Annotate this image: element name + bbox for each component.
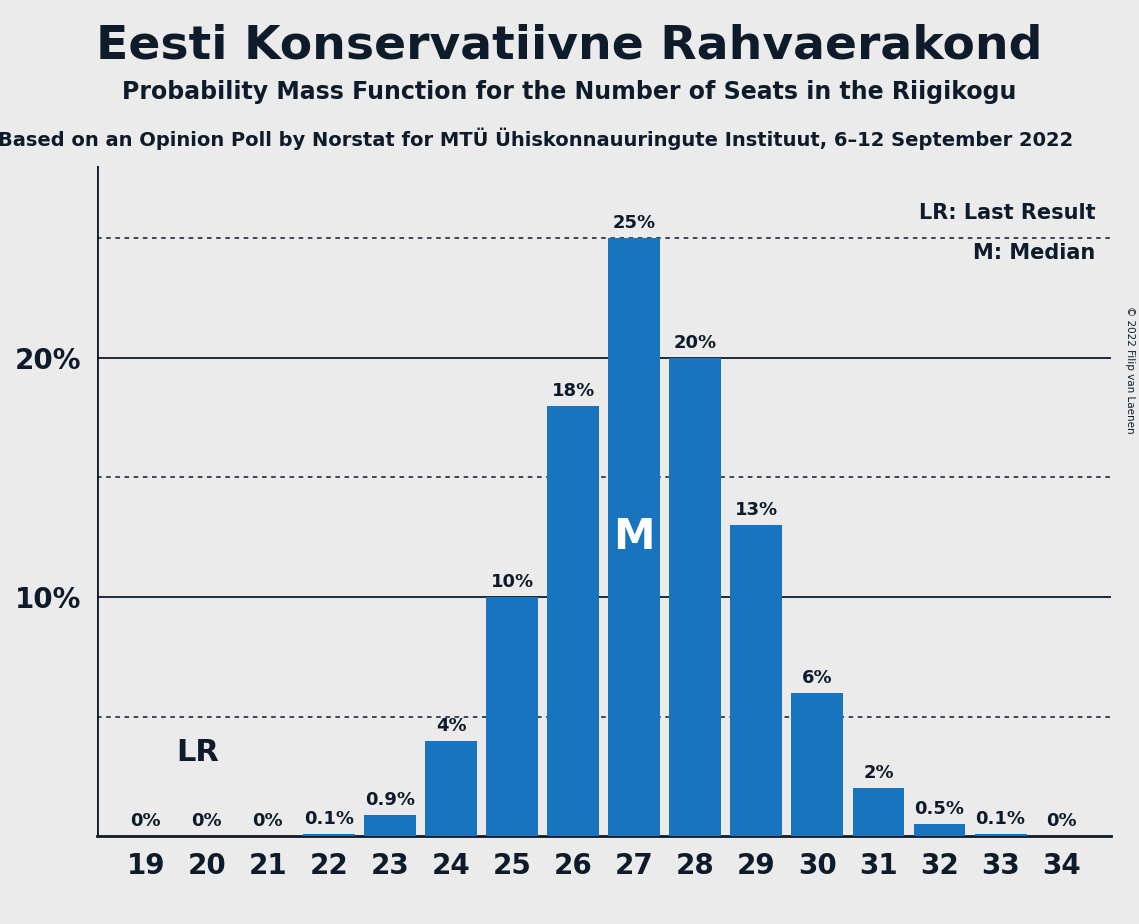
Text: 25%: 25% (613, 214, 656, 232)
Text: LR: Last Result: LR: Last Result (919, 203, 1096, 224)
Text: LR: LR (177, 738, 219, 767)
Bar (670, 358, 721, 836)
Bar (913, 824, 966, 836)
Text: 2%: 2% (863, 764, 894, 783)
Text: 10%: 10% (491, 573, 534, 591)
Text: M: M (614, 517, 655, 558)
Text: Probability Mass Function for the Number of Seats in the Riigikogu: Probability Mass Function for the Number… (122, 80, 1017, 104)
Text: © 2022 Filip van Laenen: © 2022 Filip van Laenen (1125, 306, 1134, 433)
Text: 18%: 18% (551, 382, 595, 399)
Bar (730, 525, 782, 836)
Text: 0%: 0% (130, 812, 161, 831)
Bar (792, 693, 843, 836)
Text: 0%: 0% (1047, 812, 1077, 831)
Bar (486, 597, 538, 836)
Bar (425, 740, 477, 836)
Text: 6%: 6% (802, 669, 833, 687)
Bar (608, 238, 661, 836)
Text: 20%: 20% (673, 334, 716, 352)
Text: 0%: 0% (253, 812, 284, 831)
Text: 4%: 4% (436, 716, 466, 735)
Bar (364, 815, 416, 836)
Text: 0.5%: 0.5% (915, 800, 965, 819)
Text: 0%: 0% (191, 812, 222, 831)
Text: 0.1%: 0.1% (304, 809, 354, 828)
Text: 13%: 13% (735, 501, 778, 519)
Text: Based on an Opinion Poll by Norstat for MTÜ Ühiskonnauuringute Instituut, 6–12 S: Based on an Opinion Poll by Norstat for … (0, 128, 1073, 150)
Bar (547, 406, 599, 836)
Bar (303, 833, 355, 836)
Text: M: Median: M: Median (973, 243, 1096, 263)
Text: Eesti Konservatiivne Rahvaerakond: Eesti Konservatiivne Rahvaerakond (97, 23, 1042, 68)
Bar (975, 833, 1026, 836)
Bar (852, 788, 904, 836)
Text: 0.9%: 0.9% (364, 791, 415, 808)
Text: 0.1%: 0.1% (976, 809, 1025, 828)
